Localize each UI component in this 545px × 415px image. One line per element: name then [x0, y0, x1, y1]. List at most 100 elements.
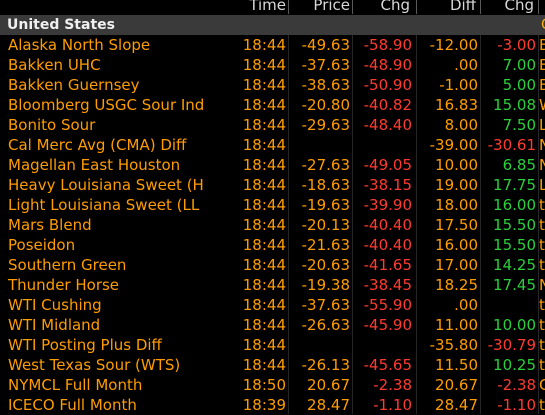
table-row[interactable]: Bakken Guernsey 18:44 -38.63 -50.90 -1.00 5.0…: [0, 75, 545, 95]
diff-change-cell: -1.10: [497, 396, 536, 414]
change-cell: [350, 335, 412, 355]
grid-divider: [480, 35, 481, 414]
price-cell: -38.63: [301, 76, 350, 94]
time-cell: 18:50: [242, 376, 286, 394]
diff-change-cell: 17.75: [493, 176, 536, 194]
diff-cell: 20.67: [435, 376, 478, 394]
security-name: Poseidon: [8, 236, 76, 254]
diff-cell: 28.47: [435, 396, 478, 414]
column-header-bar: Time Price Chg Diff Chg: [0, 0, 545, 14]
diff-cell: 16.83: [435, 96, 478, 114]
diff-change-cell: 10.00: [493, 316, 536, 334]
change-cell: -48.90: [363, 56, 412, 74]
truncated-column-cell: W: [539, 95, 545, 115]
time-cell: 18:44: [242, 316, 286, 334]
time-cell: 18:44: [242, 116, 286, 134]
diff-change-cell: 15.50: [493, 216, 536, 234]
column-header-diff[interactable]: Diff: [449, 0, 476, 13]
price-cell: -37.63: [301, 56, 350, 74]
price-cell: -27.63: [301, 156, 350, 174]
truncated-column-cell: t: [539, 236, 545, 254]
security-name: Alaska North Slope: [8, 36, 151, 54]
diff-cell: 19.00: [435, 176, 478, 194]
table-row[interactable]: WTI Posting Plus Diff 18:44 -35.80 -30.79 t: [0, 335, 545, 355]
diff-cell: 10.00: [435, 156, 478, 174]
column-divider: [538, 0, 539, 14]
table-row[interactable]: Cal Merc Avg (CMA) Diff 18:44 -39.00 -30.61…: [0, 135, 545, 155]
column-divider: [480, 0, 481, 14]
security-name: ICECO Full Month: [8, 396, 137, 414]
table-row[interactable]: Southern Green 18:44 -20.63 -41.65 17.00 14.2…: [0, 255, 545, 275]
change-cell: -45.65: [363, 356, 412, 374]
truncated-column-cell: E: [539, 56, 545, 74]
time-cell: 18:44: [242, 96, 286, 114]
diff-cell: 16.00: [435, 236, 478, 254]
grid-divider: [288, 35, 289, 414]
security-name: Bloomberg USGC Sour Ind: [8, 96, 205, 114]
table-row[interactable]: Poseidon 18:44 -21.63 -40.40 16.00 15.50 t: [0, 235, 545, 255]
truncated-column-cell: t: [539, 256, 545, 274]
time-cell: 18:44: [242, 296, 286, 314]
time-cell: 18:44: [242, 76, 286, 94]
truncated-column-cell: N: [539, 276, 545, 294]
table-row[interactable]: Alaska North Slope 18:44 -49.63 -58.90 -12.0…: [0, 35, 545, 55]
change-cell: -39.90: [363, 196, 412, 214]
table-row[interactable]: West Texas Sour (WTS) 18:44 -26.13 -45.65 11…: [0, 355, 545, 375]
security-name: West Texas Sour (WTS): [8, 356, 181, 374]
change-cell: -58.90: [363, 36, 412, 54]
truncated-column-cell: E: [539, 76, 545, 94]
table-row[interactable]: NYMCL Full Month 18:50 20.67 -2.38 20.67 -2.3…: [0, 375, 545, 395]
price-cell: -19.63: [301, 196, 350, 214]
table-row[interactable]: Magellan East Houston 18:44 -27.63 -49.05 10…: [0, 155, 545, 175]
change-cell: -48.40: [363, 116, 412, 134]
change-cell: -40.40: [363, 236, 412, 254]
security-name: Magellan East Houston: [8, 156, 181, 174]
diff-cell: 17.50: [435, 216, 478, 234]
price-cell: 28.47: [307, 396, 350, 414]
truncated-column-cell: t: [539, 396, 545, 414]
security-name: Cal Merc Avg (CMA) Diff: [8, 136, 187, 154]
table-row[interactable]: Heavy Louisiana Sweet (H 18:44 -18.63 -38.1…: [0, 175, 545, 195]
security-name: Light Louisiana Sweet (LL: [8, 196, 200, 214]
column-header-price[interactable]: Price: [313, 0, 350, 13]
column-header-time[interactable]: Time: [249, 0, 286, 13]
section-header-united-states[interactable]: United States C: [0, 15, 545, 35]
column-header-chg2[interactable]: Chg: [504, 0, 534, 13]
table-row[interactable]: Thunder Horse 18:44 -19.38 -38.45 18.25 17.45…: [0, 275, 545, 295]
diff-change-cell: -3.00: [497, 36, 536, 54]
change-cell: -38.45: [363, 276, 412, 294]
section-edge-text: C: [541, 15, 545, 35]
diff-cell: 8.00: [444, 116, 478, 134]
diff-cell: -39.00: [429, 136, 478, 154]
price-cell: -20.63: [301, 256, 350, 274]
truncated-column-cell: C: [539, 376, 545, 394]
price-cell: [288, 335, 350, 355]
table-row[interactable]: Bakken UHC 18:44 -37.63 -48.90 .00 7.00 E: [0, 55, 545, 75]
price-cell: -49.63: [301, 36, 350, 54]
time-cell: 18:44: [242, 336, 286, 354]
security-name: NYMCL Full Month: [8, 376, 143, 394]
table-row[interactable]: ICECO Full Month 18:39 28.47 -1.10 28.47 -1.1…: [0, 395, 545, 415]
time-cell: 18:44: [242, 256, 286, 274]
diff-cell: -1.00: [439, 76, 478, 94]
change-cell: -40.40: [363, 216, 412, 234]
time-cell: 18:44: [242, 276, 286, 294]
column-divider: [416, 0, 417, 14]
column-header-chg[interactable]: Chg: [380, 0, 410, 13]
security-name: Southern Green: [8, 256, 127, 274]
security-name: Mars Blend: [8, 216, 92, 234]
time-cell: 18:44: [242, 56, 286, 74]
diff-change-cell: 7.50: [502, 116, 536, 134]
table-row[interactable]: Light Louisiana Sweet (LL 18:44 -19.63 -39.…: [0, 195, 545, 215]
price-cell: [288, 135, 350, 155]
table-row[interactable]: Mars Blend 18:44 -20.13 -40.40 17.50 15.50 t: [0, 215, 545, 235]
table-row[interactable]: Bonito Sour 18:44 -29.63 -48.40 8.00 7.50 L: [0, 115, 545, 135]
grid-divider: [416, 35, 417, 414]
table-row[interactable]: WTI Cushing 18:44 -37.63 -55.90 .00 t: [0, 295, 545, 315]
table-row[interactable]: Bloomberg USGC Sour Ind 18:44 -20.80 -40.82…: [0, 95, 545, 115]
truncated-column-cell: E: [539, 36, 545, 54]
diff-cell: 11.00: [435, 316, 478, 334]
diff-change-cell: 16.00: [493, 196, 536, 214]
table-row[interactable]: WTI Midland 18:44 -26.63 -45.90 11.00 10.00 t: [0, 315, 545, 335]
